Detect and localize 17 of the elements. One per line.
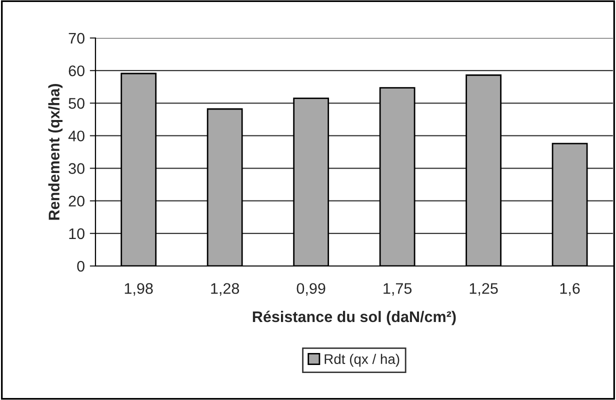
y-tick-label: 40 [68, 130, 84, 142]
x-axis-title: Résistance du sol (daN/cm²) [252, 310, 456, 326]
y-tick-label: 50 [68, 98, 84, 109]
y-tick-label: 0 [77, 260, 84, 272]
x-tick-label: 1,6 [560, 283, 580, 296]
y-tick-label: 10 [69, 228, 84, 240]
x-tick-label: 1,75 [384, 283, 412, 296]
x-tick-label: 1,28 [211, 283, 240, 296]
y-tick-label: 60 [68, 65, 84, 76]
x-tick-label: 1,25 [470, 283, 498, 296]
y-tick-label: 20 [68, 196, 84, 207]
x-tick-label: 0,99 [296, 283, 326, 296]
y-axis-title: Rendement (qx/ha) [48, 84, 63, 220]
x-tick-label: 1,98 [124, 283, 153, 296]
y-tick-label: 70 [68, 32, 84, 44]
legend-label: Rdt (qx / ha) [324, 354, 400, 367]
y-tick-label: 30 [68, 163, 84, 174]
